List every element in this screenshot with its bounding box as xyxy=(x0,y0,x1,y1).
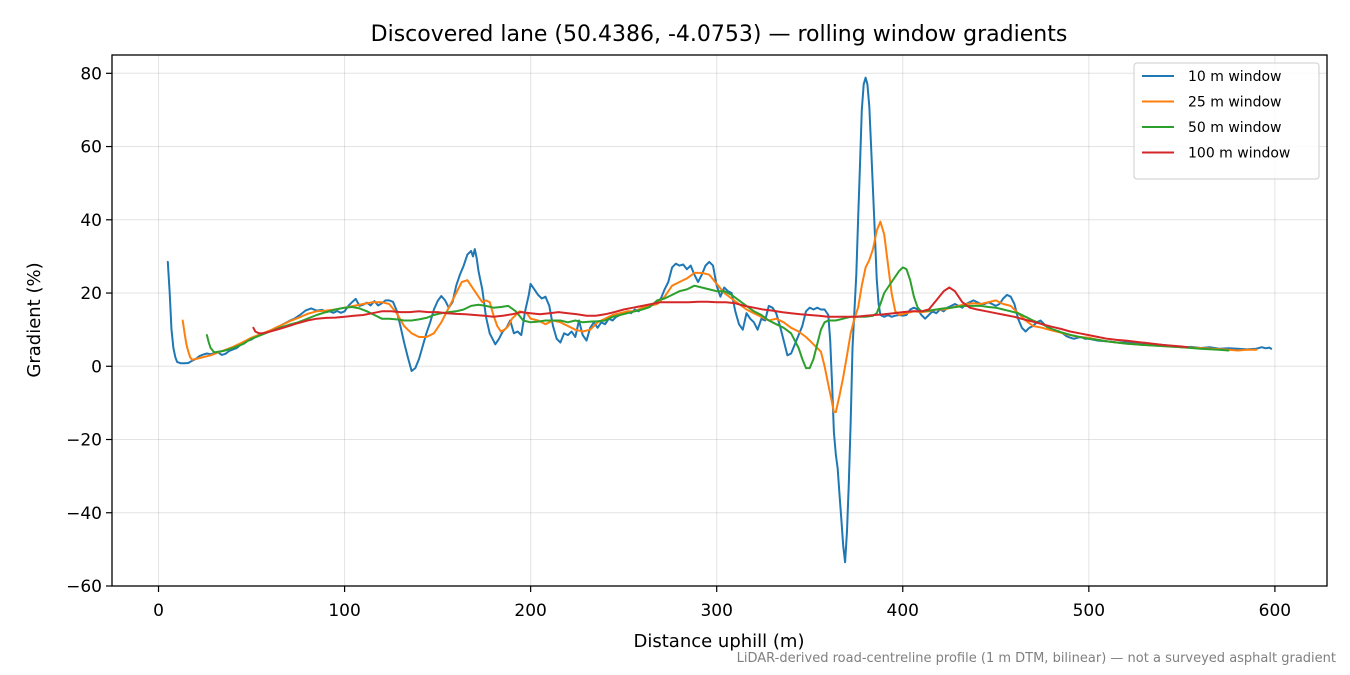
series-line-25-m-window xyxy=(181,220,1258,414)
y-tick-label: −20 xyxy=(66,431,102,451)
grid-lines xyxy=(112,55,1327,587)
legend: 10 m window 25 m window 50 m window 100 m w… xyxy=(1133,62,1320,180)
series-layer xyxy=(166,76,1273,564)
legend-label: 50 m window xyxy=(1188,120,1281,136)
y-tick-label: 60 xyxy=(80,138,102,158)
series-line-100-m-window xyxy=(252,286,1189,349)
y-tick-label: 40 xyxy=(80,211,102,231)
axis-ticks: 0 100 200 300 400 500 600 −60 −40 −20 0 20 40 60 80 xyxy=(66,64,1291,621)
footnote: LiDAR-derived road-centreline profile (1… xyxy=(736,651,1336,666)
y-tick-label: 0 xyxy=(91,357,102,377)
y-tick-label: 20 xyxy=(80,284,102,304)
x-tick-label: 500 xyxy=(1073,601,1105,621)
series-line-50-m-window xyxy=(205,266,1230,370)
x-axis-label: Distance uphill (m) xyxy=(634,631,805,652)
legend-label: 25 m window xyxy=(1188,95,1281,111)
y-tick-label: −40 xyxy=(66,504,102,524)
y-tick-label: −60 xyxy=(66,577,102,597)
chart-title: Discovered lane (50.4386, -4.0753) — rol… xyxy=(371,22,1068,47)
series-line-10-m-window xyxy=(166,76,1273,564)
y-tick-label: 80 xyxy=(80,64,102,84)
y-axis-label: Gradient (%) xyxy=(24,262,45,377)
plot-frame xyxy=(111,54,1328,587)
legend-box xyxy=(1133,62,1320,180)
x-tick-label: 0 xyxy=(153,601,164,621)
legend-label: 10 m window xyxy=(1188,69,1281,85)
legend-label: 100 m window xyxy=(1188,146,1290,162)
x-tick-label: 300 xyxy=(700,601,732,621)
x-tick-label: 100 xyxy=(328,601,360,621)
x-tick-label: 400 xyxy=(887,601,919,621)
x-tick-label: 600 xyxy=(1259,601,1291,621)
x-tick-label: 200 xyxy=(514,601,546,621)
